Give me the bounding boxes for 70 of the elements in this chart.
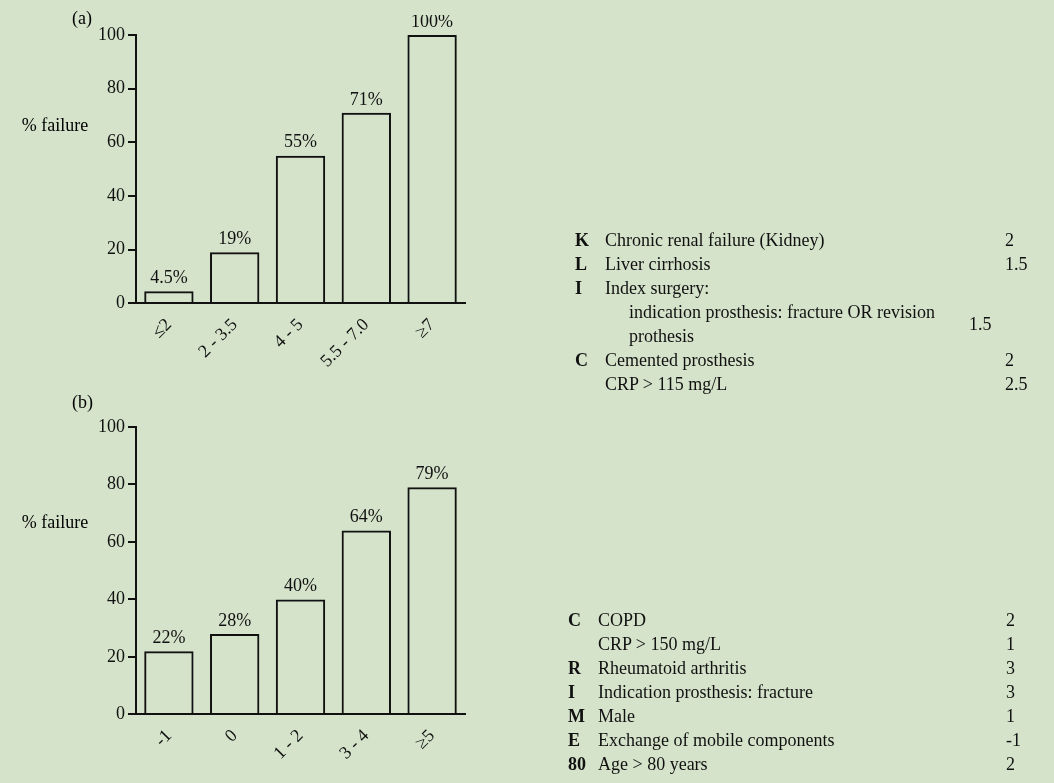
text: Cemented prosthesis	[605, 349, 756, 372]
data-label: 28%	[218, 609, 252, 630]
text: 1	[1006, 633, 1016, 656]
y-tick-label: 80	[107, 473, 125, 494]
data-label: 55%	[284, 131, 317, 152]
text: C	[568, 609, 582, 632]
text: Index surgery:	[605, 277, 711, 300]
data-label: 4.5%	[150, 266, 188, 287]
data-label: 19%	[218, 228, 252, 249]
x-tick-label: ≤2	[147, 313, 176, 342]
data-label: 71%	[349, 88, 383, 109]
y-tick-label: 20	[107, 238, 125, 259]
data-label: 22%	[152, 626, 186, 647]
text: 2.5	[1005, 373, 1029, 396]
y-tick-label: 0	[116, 703, 125, 724]
text: M	[568, 705, 586, 728]
text: 2	[1006, 753, 1016, 776]
text: Exchange of mobile components	[598, 729, 836, 752]
x-tick-label: 0	[220, 725, 241, 746]
y-tick-label: 20	[107, 645, 125, 666]
text: 80	[568, 753, 587, 776]
text: K	[575, 229, 590, 252]
text: 1.5	[969, 313, 993, 336]
text: L	[575, 253, 588, 276]
y-axis-title: % failure	[20, 115, 90, 136]
data-label: 40%	[284, 575, 317, 596]
x-tick-label: -1	[150, 725, 176, 750]
x-tick-label: 1 - 2	[269, 725, 307, 763]
y-tick-label: 0	[116, 292, 125, 313]
text: 2	[1005, 349, 1015, 372]
text: Male	[598, 705, 636, 728]
x-tick-label: 2 - 3.5	[193, 313, 241, 361]
text: 3	[1006, 657, 1016, 680]
text: I	[575, 277, 583, 300]
y-tick-label: 60	[107, 530, 125, 551]
text: 3	[1006, 681, 1016, 704]
y-tick-label: 100	[98, 415, 125, 436]
text: 2	[1006, 609, 1016, 632]
data-label: 79%	[415, 463, 449, 484]
y-tick-label: 40	[107, 588, 125, 609]
y-tick-label: 80	[107, 77, 125, 98]
text: E	[568, 729, 581, 752]
x-tick-label: ≥5	[410, 725, 439, 753]
x-tick-label: 4 - 5	[269, 313, 307, 352]
y-tick-label: 100	[98, 23, 125, 44]
data-label: 100%	[411, 10, 454, 31]
text: CRP > 150 mg/L	[598, 633, 722, 656]
text: 1	[1006, 705, 1016, 728]
text: CRP > 115 mg/L	[605, 373, 729, 396]
text: 2	[1005, 229, 1015, 252]
data-label: 64%	[349, 506, 383, 527]
text: C	[575, 349, 589, 372]
x-tick-label: ≥7	[410, 313, 439, 342]
y-tick-label: 40	[107, 184, 125, 205]
x-tick-label: 3 - 4	[335, 725, 373, 763]
chart-title: (a)	[72, 8, 92, 29]
text: I	[568, 681, 576, 704]
chart-title: (b)	[72, 392, 93, 413]
y-tick-label: 60	[107, 131, 125, 152]
text: Chronic renal failure (Kidney)	[605, 229, 826, 252]
text: R	[568, 657, 582, 680]
text: Age > 80 years	[598, 753, 709, 776]
y-axis-title: % failure	[20, 512, 90, 533]
text: COPD	[598, 609, 647, 632]
text: Indication prosthesis: fracture	[598, 681, 814, 704]
text: indication prosthesis: fracture OR revision prothesis	[628, 301, 936, 348]
x-tick-label: 5.5 - 7.0	[315, 313, 373, 371]
text: Rheumatoid arthritis	[598, 657, 748, 680]
text: 1.5	[1005, 253, 1029, 276]
text: Liver cirrhosis	[605, 253, 712, 276]
